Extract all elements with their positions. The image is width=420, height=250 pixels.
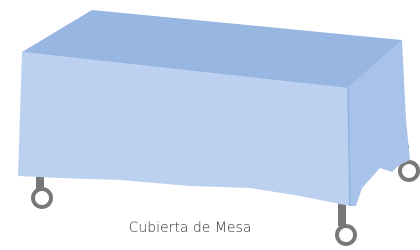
caster-wheel	[400, 162, 418, 180]
product-illustration: Cubierta de Mesa	[0, 0, 420, 250]
caster-front	[337, 200, 355, 244]
caster-wheel	[337, 226, 355, 244]
page: Cubierta de Mesa (() => { const data = J…	[0, 0, 420, 250]
caption: Cubierta de Mesa	[129, 220, 252, 236]
caster-wheel	[33, 189, 51, 207]
